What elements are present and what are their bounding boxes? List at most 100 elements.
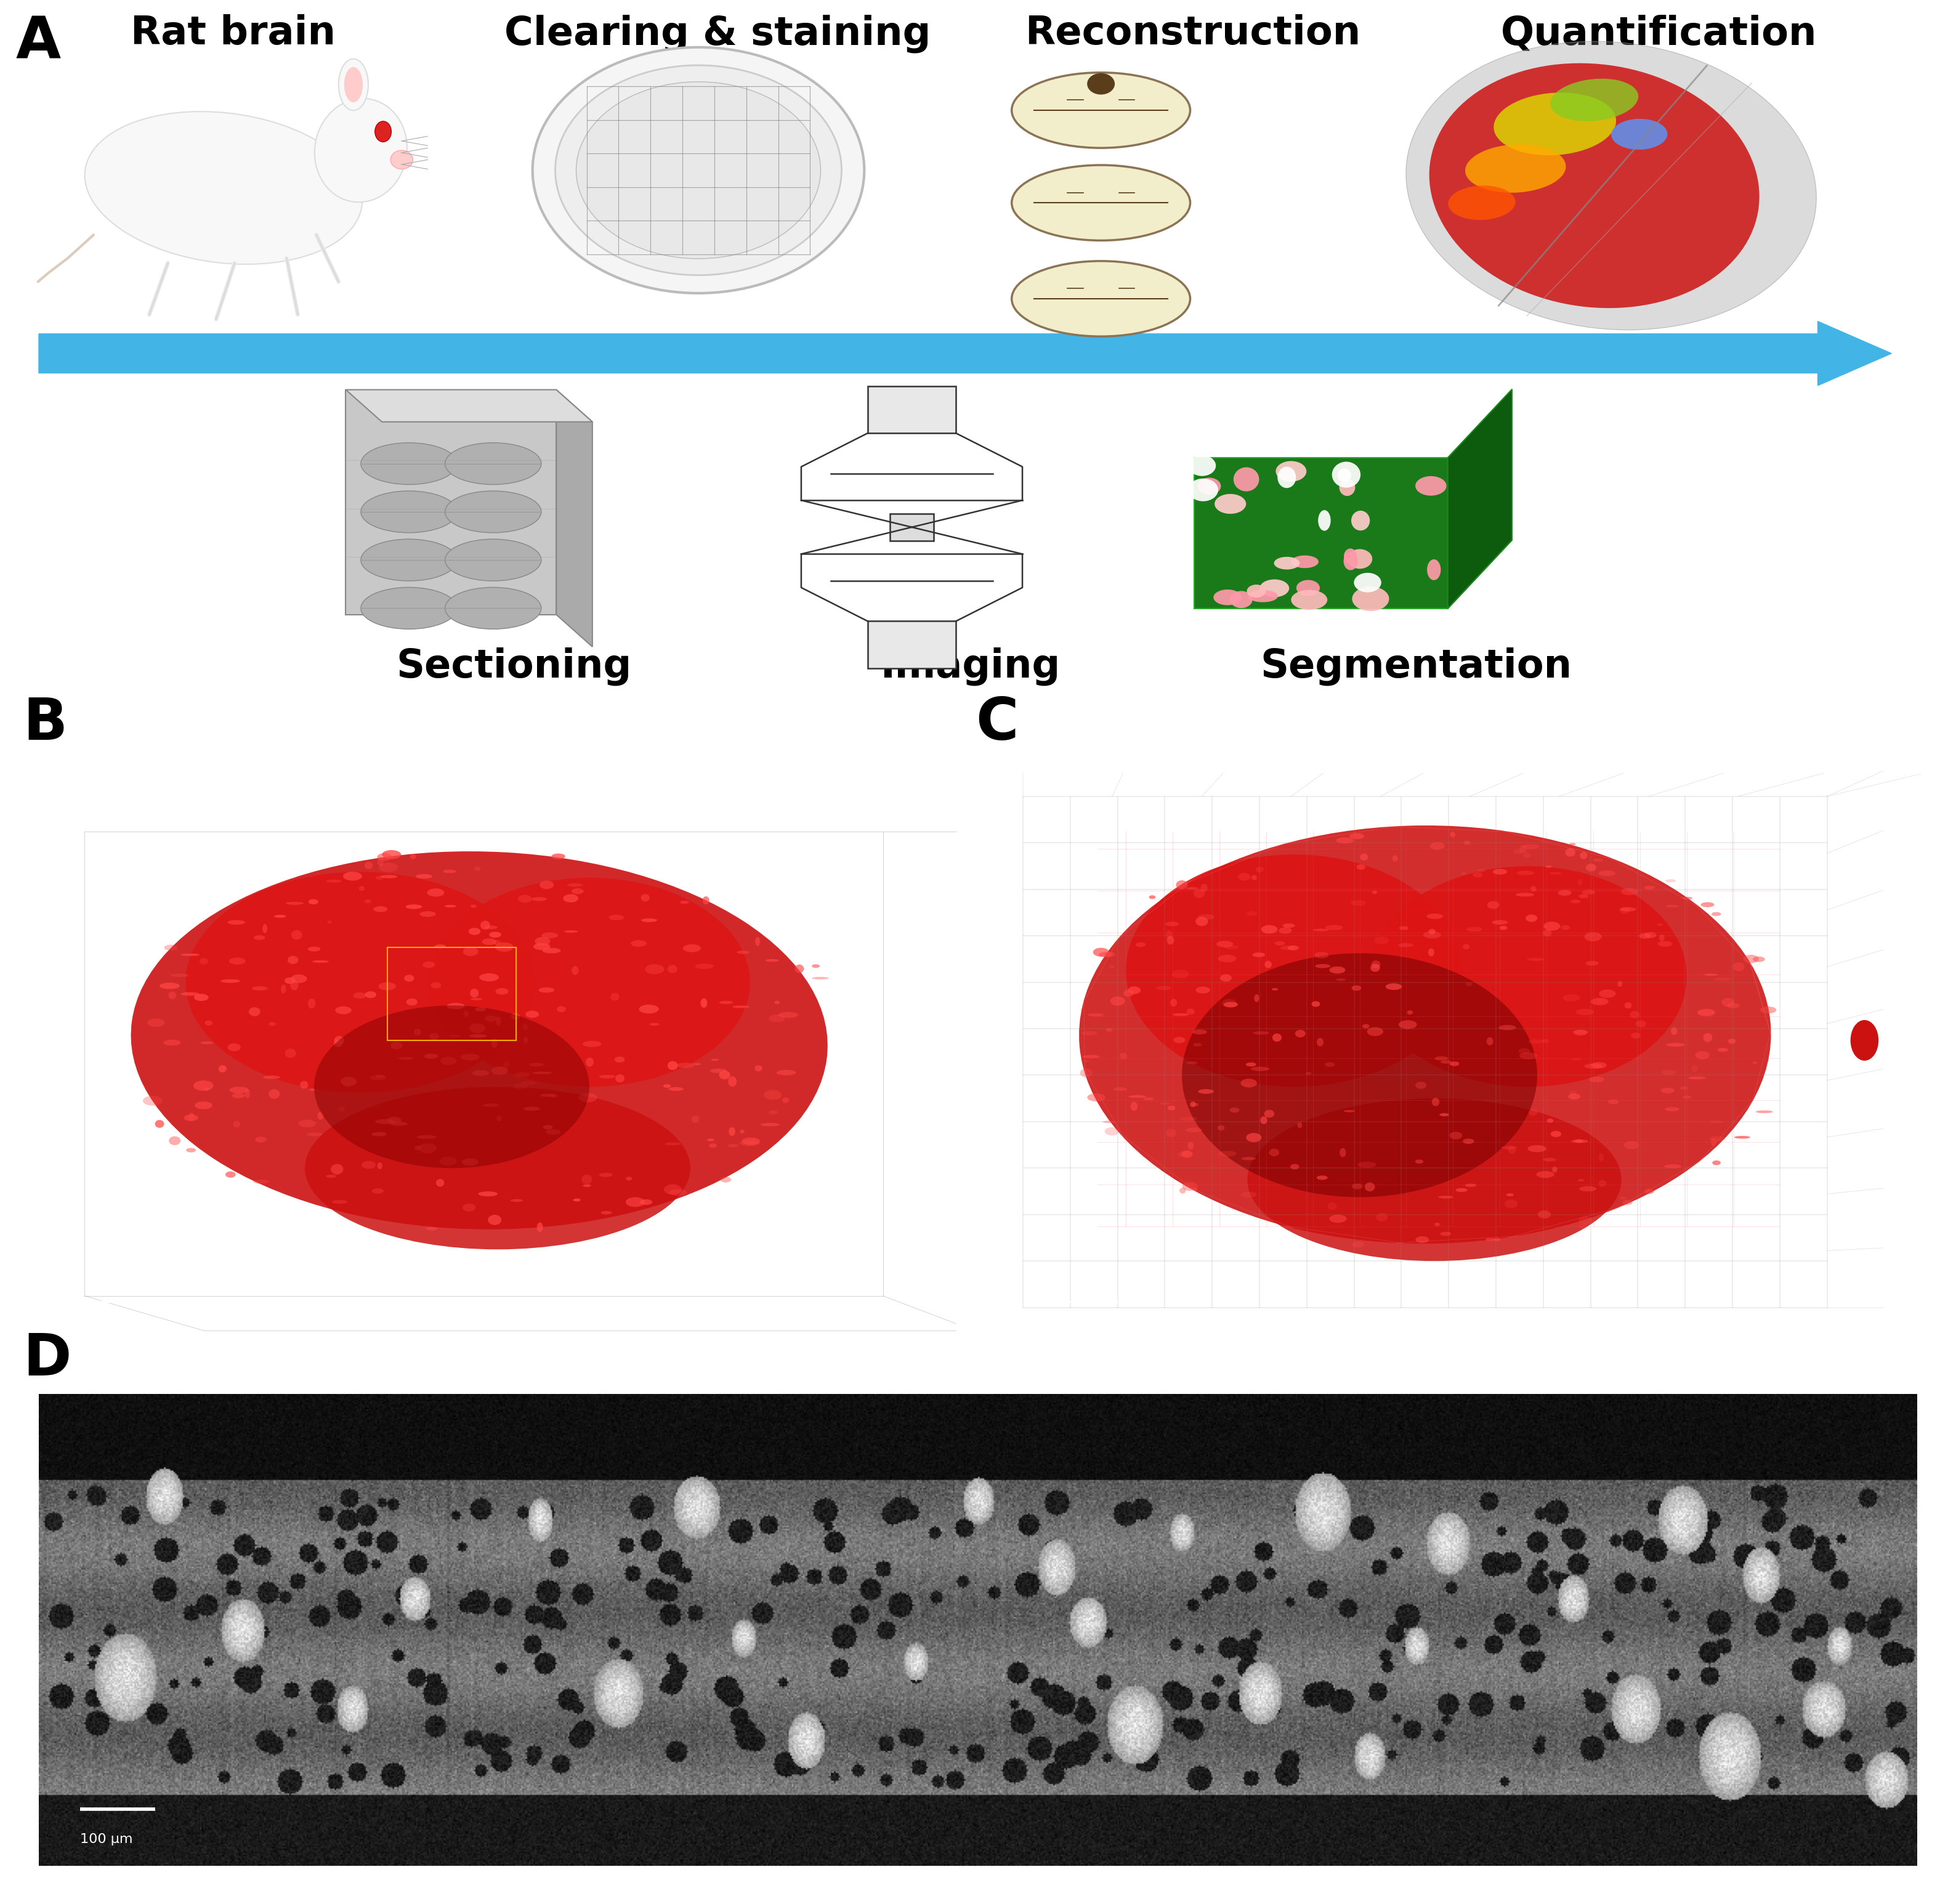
Ellipse shape xyxy=(1515,893,1535,897)
Ellipse shape xyxy=(702,897,710,904)
Ellipse shape xyxy=(1247,1099,1622,1260)
Ellipse shape xyxy=(1125,855,1463,1087)
Ellipse shape xyxy=(1550,78,1639,122)
Ellipse shape xyxy=(728,1076,737,1087)
Ellipse shape xyxy=(1665,880,1676,882)
Ellipse shape xyxy=(1682,897,1692,899)
Ellipse shape xyxy=(1329,1215,1346,1222)
Ellipse shape xyxy=(200,1041,213,1043)
Ellipse shape xyxy=(1346,548,1372,569)
Ellipse shape xyxy=(1486,1038,1494,1045)
Ellipse shape xyxy=(204,1087,210,1091)
Ellipse shape xyxy=(1253,952,1265,958)
Ellipse shape xyxy=(638,1005,660,1013)
Ellipse shape xyxy=(444,904,456,908)
Ellipse shape xyxy=(1525,914,1536,922)
Ellipse shape xyxy=(413,1028,421,1036)
Ellipse shape xyxy=(489,1215,501,1224)
Ellipse shape xyxy=(543,948,561,954)
Ellipse shape xyxy=(464,946,479,956)
Ellipse shape xyxy=(627,1177,632,1180)
Ellipse shape xyxy=(1247,590,1278,602)
Ellipse shape xyxy=(1430,63,1760,308)
Ellipse shape xyxy=(483,1104,499,1106)
Ellipse shape xyxy=(1271,988,1278,990)
Ellipse shape xyxy=(539,1093,555,1097)
Ellipse shape xyxy=(1416,476,1447,495)
Ellipse shape xyxy=(85,112,363,265)
Ellipse shape xyxy=(1341,1148,1346,1158)
Ellipse shape xyxy=(268,1089,279,1099)
Polygon shape xyxy=(1195,457,1447,609)
Ellipse shape xyxy=(1593,859,1604,863)
Ellipse shape xyxy=(720,1002,733,1003)
Ellipse shape xyxy=(768,1110,778,1114)
Ellipse shape xyxy=(1086,1093,1106,1102)
Ellipse shape xyxy=(782,1097,790,1102)
Ellipse shape xyxy=(382,849,402,859)
Ellipse shape xyxy=(1325,925,1342,931)
Ellipse shape xyxy=(1439,1114,1449,1116)
Ellipse shape xyxy=(1277,461,1306,482)
Ellipse shape xyxy=(365,899,371,902)
Ellipse shape xyxy=(1428,948,1434,956)
Ellipse shape xyxy=(811,963,821,967)
Ellipse shape xyxy=(1170,1000,1178,1007)
Ellipse shape xyxy=(1160,1102,1170,1104)
Ellipse shape xyxy=(669,1190,687,1196)
Ellipse shape xyxy=(1081,1068,1092,1078)
Ellipse shape xyxy=(1579,1224,1587,1228)
Ellipse shape xyxy=(1185,887,1199,889)
Polygon shape xyxy=(890,514,933,541)
Ellipse shape xyxy=(1172,969,1189,979)
Ellipse shape xyxy=(365,992,376,998)
Ellipse shape xyxy=(1711,1139,1717,1146)
Ellipse shape xyxy=(252,1180,270,1184)
Ellipse shape xyxy=(417,1135,436,1139)
Ellipse shape xyxy=(1752,956,1765,962)
Ellipse shape xyxy=(1393,855,1399,861)
Ellipse shape xyxy=(330,1163,343,1175)
Ellipse shape xyxy=(481,939,497,944)
Ellipse shape xyxy=(1513,849,1523,855)
Ellipse shape xyxy=(1455,1188,1467,1192)
Ellipse shape xyxy=(425,1226,436,1230)
Ellipse shape xyxy=(326,880,341,883)
Text: Quantification: Quantification xyxy=(1500,13,1818,53)
Ellipse shape xyxy=(1504,1200,1517,1207)
Ellipse shape xyxy=(1220,975,1232,982)
Ellipse shape xyxy=(343,872,363,882)
Ellipse shape xyxy=(1337,979,1346,981)
Ellipse shape xyxy=(159,982,180,988)
Ellipse shape xyxy=(1350,834,1364,840)
Ellipse shape xyxy=(1191,1102,1199,1106)
Ellipse shape xyxy=(1416,1081,1426,1089)
Ellipse shape xyxy=(186,1148,196,1152)
Ellipse shape xyxy=(663,1184,681,1194)
Ellipse shape xyxy=(1465,145,1566,192)
Ellipse shape xyxy=(1505,1194,1513,1196)
Ellipse shape xyxy=(469,988,479,998)
Ellipse shape xyxy=(287,956,299,963)
Ellipse shape xyxy=(1255,866,1263,872)
Ellipse shape xyxy=(291,931,303,941)
Ellipse shape xyxy=(440,1156,456,1165)
Ellipse shape xyxy=(1732,962,1744,971)
Ellipse shape xyxy=(615,1057,625,1062)
Ellipse shape xyxy=(376,853,392,861)
Ellipse shape xyxy=(1507,1146,1517,1154)
Ellipse shape xyxy=(578,1093,598,1102)
Ellipse shape xyxy=(1317,1175,1327,1180)
Ellipse shape xyxy=(1176,880,1187,889)
Ellipse shape xyxy=(308,998,316,1009)
Ellipse shape xyxy=(1315,952,1329,958)
Ellipse shape xyxy=(532,1072,553,1074)
Ellipse shape xyxy=(1523,843,1540,849)
Ellipse shape xyxy=(233,1093,244,1099)
Ellipse shape xyxy=(518,895,532,902)
Ellipse shape xyxy=(545,1129,561,1135)
Ellipse shape xyxy=(1174,1038,1185,1043)
Ellipse shape xyxy=(1187,1142,1193,1150)
Ellipse shape xyxy=(1098,952,1112,958)
Ellipse shape xyxy=(565,931,578,933)
